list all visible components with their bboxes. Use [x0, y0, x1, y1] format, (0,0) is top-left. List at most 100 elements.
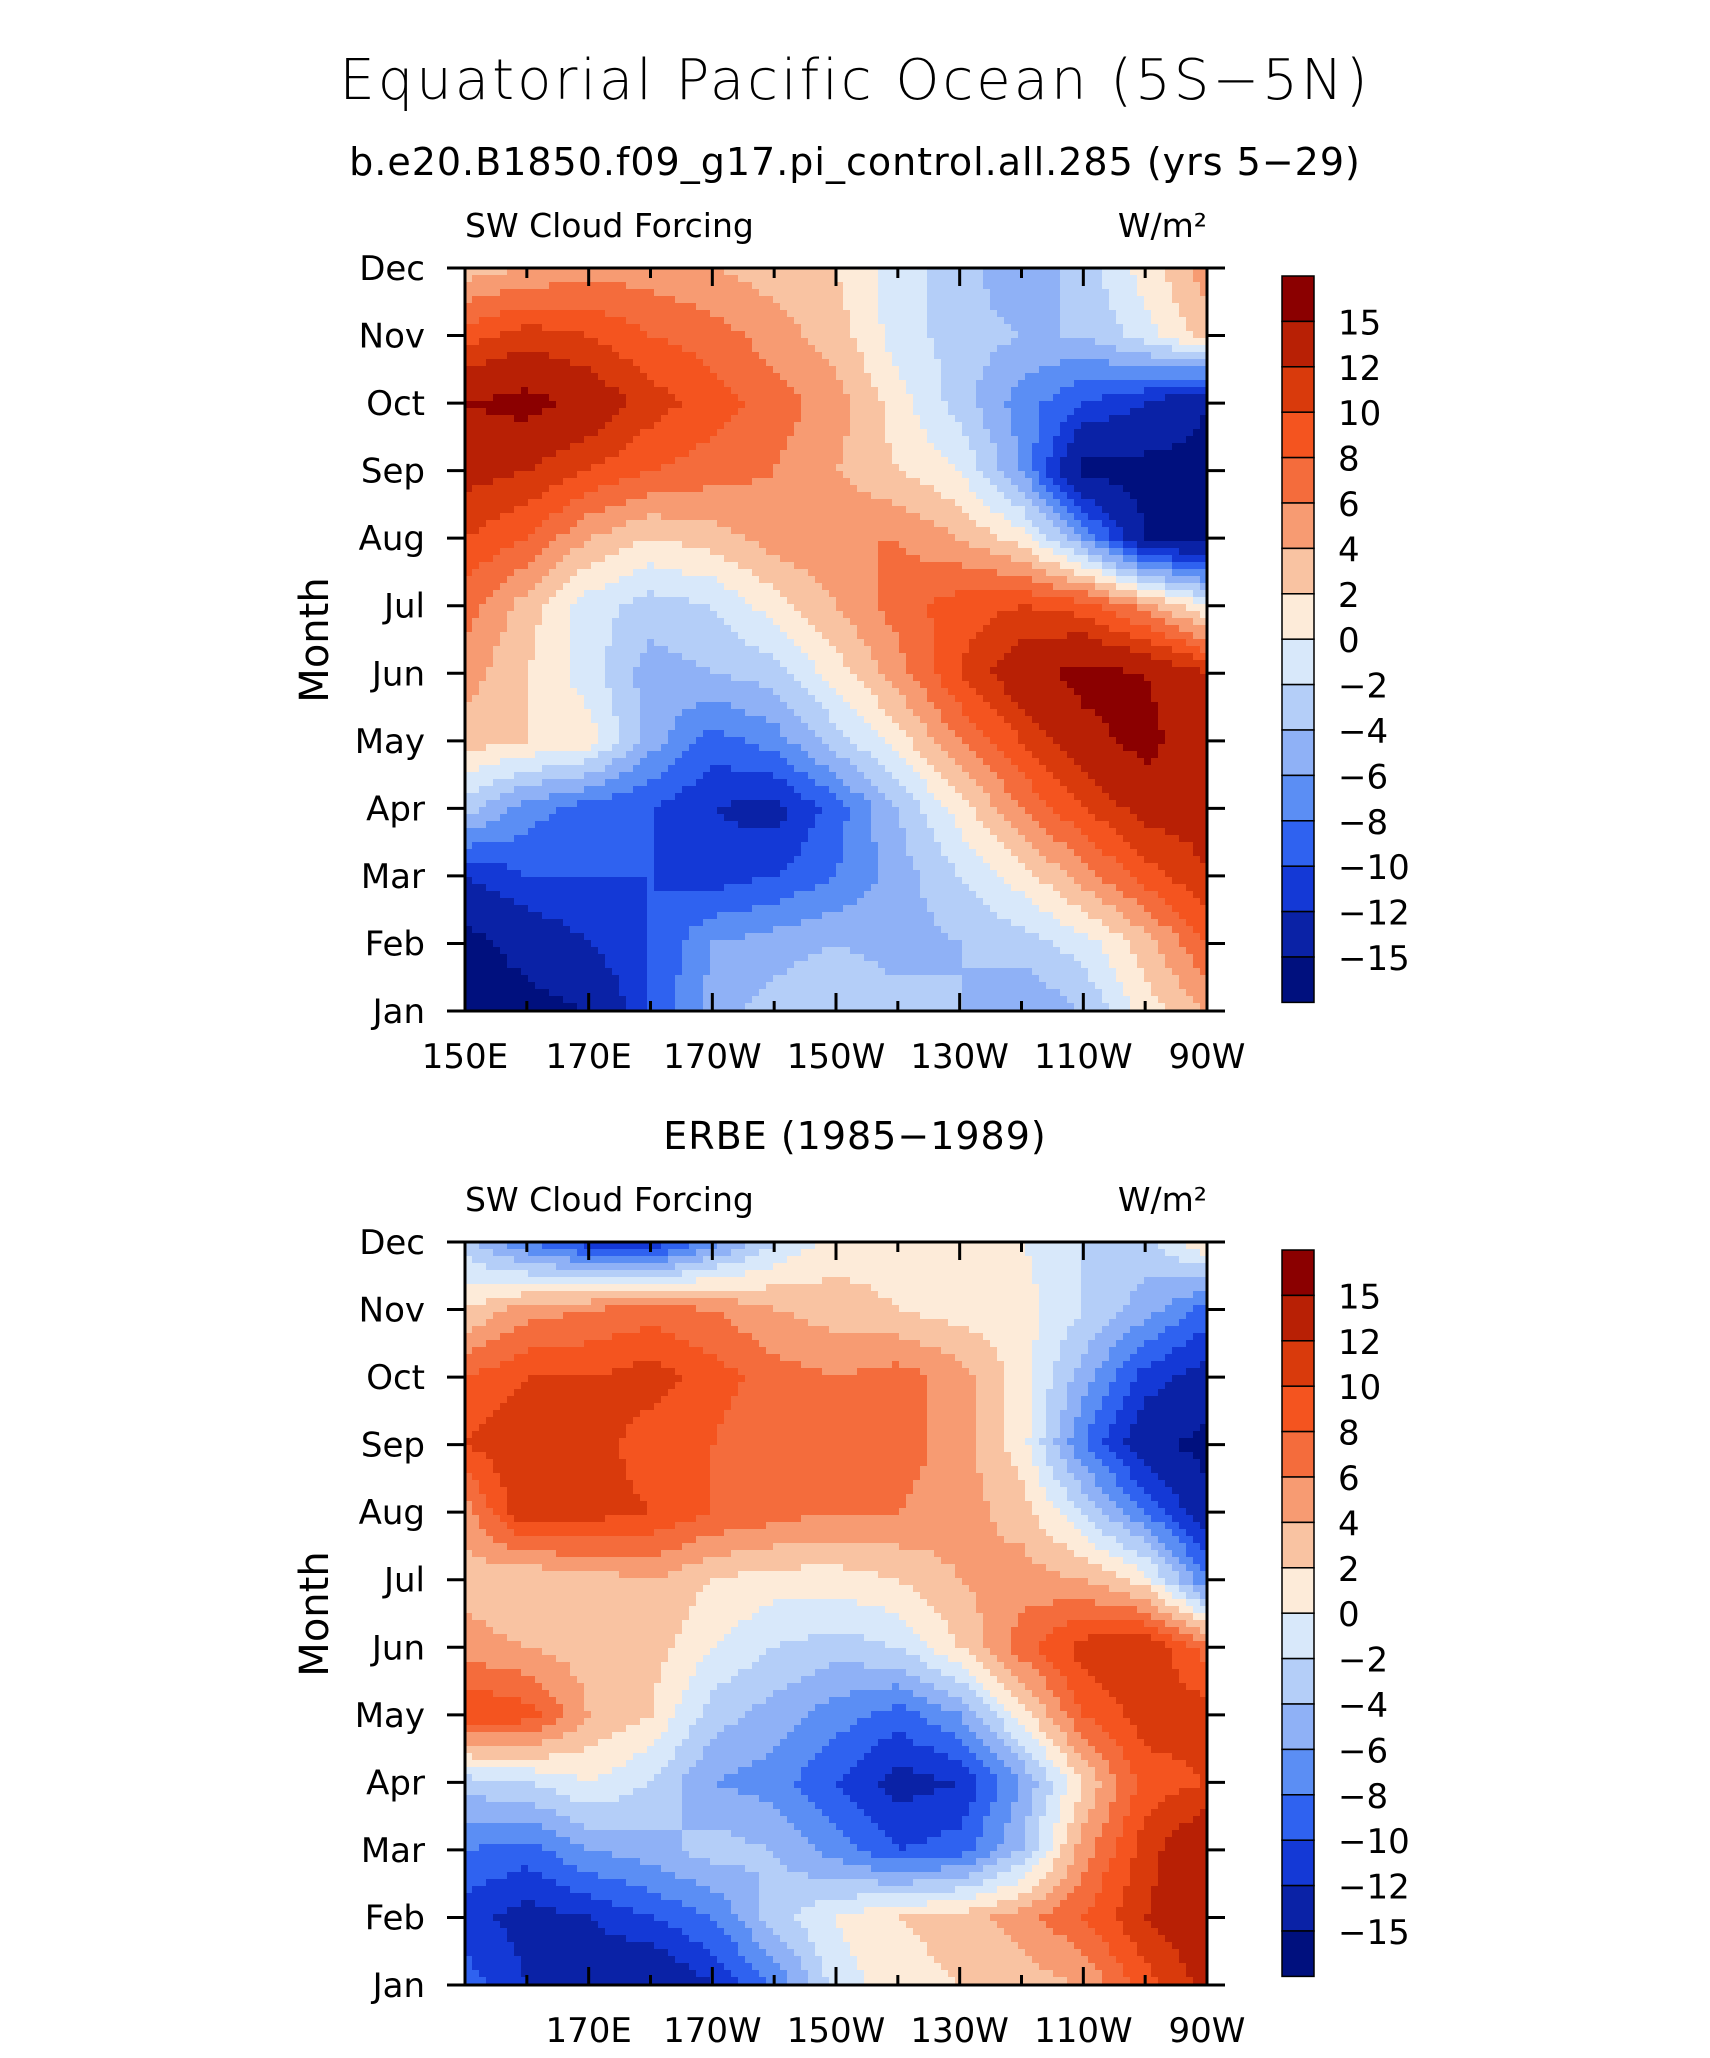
contour-cell [1102, 569, 1110, 577]
contour-cell [605, 443, 613, 451]
contour-cell [472, 436, 480, 444]
contour-cell [843, 282, 851, 290]
contour-cell [1130, 534, 1138, 542]
contour-cell [829, 576, 837, 584]
contour-cell [493, 506, 501, 514]
contour-cell [1130, 506, 1138, 514]
contour-cell [549, 548, 557, 556]
contour-cell [465, 359, 473, 367]
contour-cell [794, 387, 802, 395]
contour-cell [1004, 506, 1012, 514]
contour-cell [500, 317, 508, 325]
contour-cell [969, 429, 977, 437]
contour-cell [521, 506, 529, 514]
contour-cell [913, 359, 921, 367]
contour-cell [479, 303, 487, 311]
contour-cell [920, 513, 928, 521]
contour-cell [591, 373, 599, 381]
contour-cell [822, 415, 830, 423]
contour-cell [955, 359, 963, 367]
contour-cell [493, 408, 501, 416]
contour-cell [1165, 324, 1173, 332]
contour-cell [871, 499, 879, 507]
contour-cell [941, 324, 949, 332]
contour-cell [1109, 562, 1117, 570]
contour-cell [801, 562, 809, 570]
contour-cell [556, 380, 564, 388]
contour-cell [1158, 520, 1166, 528]
contour-cell [703, 443, 711, 451]
contour-cell [1165, 345, 1173, 353]
contour-cell [521, 331, 529, 339]
contour-cell [1025, 345, 1033, 353]
contour-cell [976, 590, 984, 598]
contour-cell [1039, 366, 1047, 374]
contour-cell [815, 422, 823, 430]
contour-cell [948, 506, 956, 514]
contour-cell [941, 541, 949, 549]
contour-cell [1060, 457, 1068, 465]
contour-cell [570, 499, 578, 507]
contour-cell [1172, 380, 1180, 388]
contour-cell [808, 569, 816, 577]
contour-cell [542, 331, 550, 339]
contour-cell [899, 562, 907, 570]
contour-cell [500, 499, 508, 507]
contour-cell [542, 569, 550, 577]
contour-cell [563, 513, 571, 521]
contour-cell [773, 401, 781, 409]
contour-cell [703, 471, 711, 479]
contour-cell [479, 583, 487, 591]
contour-cell [514, 457, 522, 465]
contour-cell [549, 303, 557, 311]
contour-cell [843, 310, 851, 318]
contour-cell [675, 408, 683, 416]
contour-cell [1200, 310, 1207, 318]
contour-cell [1123, 436, 1131, 444]
contour-cell [801, 471, 809, 479]
contour-cell [1123, 282, 1131, 290]
contour-cell [1088, 534, 1096, 542]
contour-cell [479, 471, 487, 479]
contour-cell [850, 268, 858, 276]
contour-cell [815, 520, 823, 528]
contour-cell [661, 576, 669, 584]
contour-cell [696, 366, 704, 374]
contour-cell [976, 520, 984, 528]
contour-cell [591, 296, 599, 304]
contour-cell [556, 324, 564, 332]
contour-cell [815, 345, 823, 353]
contour-cell [1060, 317, 1068, 325]
contour-cell [997, 485, 1005, 493]
contour-cell [864, 513, 872, 521]
contour-cell [528, 569, 536, 577]
contour-cell [1053, 513, 1061, 521]
contour-cell [1200, 569, 1207, 577]
contour-cell [815, 387, 823, 395]
contour-cell [605, 401, 613, 409]
contour-cell [514, 373, 522, 381]
contour-cell [759, 366, 767, 374]
contour-cell [766, 282, 774, 290]
contour-cell [570, 366, 578, 374]
contour-cell [556, 478, 564, 486]
contour-cell [493, 555, 501, 563]
contour-cell [1039, 562, 1047, 570]
contour-cell [535, 408, 543, 416]
contour-cell [1158, 513, 1166, 521]
contour-cell [871, 345, 879, 353]
contour-cell [962, 394, 970, 402]
contour-cell [983, 408, 991, 416]
contour-cell [563, 548, 571, 556]
contour-cell [591, 401, 599, 409]
contour-cell [836, 275, 844, 283]
contour-cell [605, 527, 613, 535]
contour-cell [563, 583, 571, 591]
contour-cell [1046, 289, 1054, 297]
contour-cell [1200, 394, 1207, 402]
contour-cell [654, 520, 662, 528]
contour-cell [500, 562, 508, 570]
contour-cell [535, 345, 543, 353]
contour-cell [1179, 359, 1187, 367]
contour-cell [948, 429, 956, 437]
